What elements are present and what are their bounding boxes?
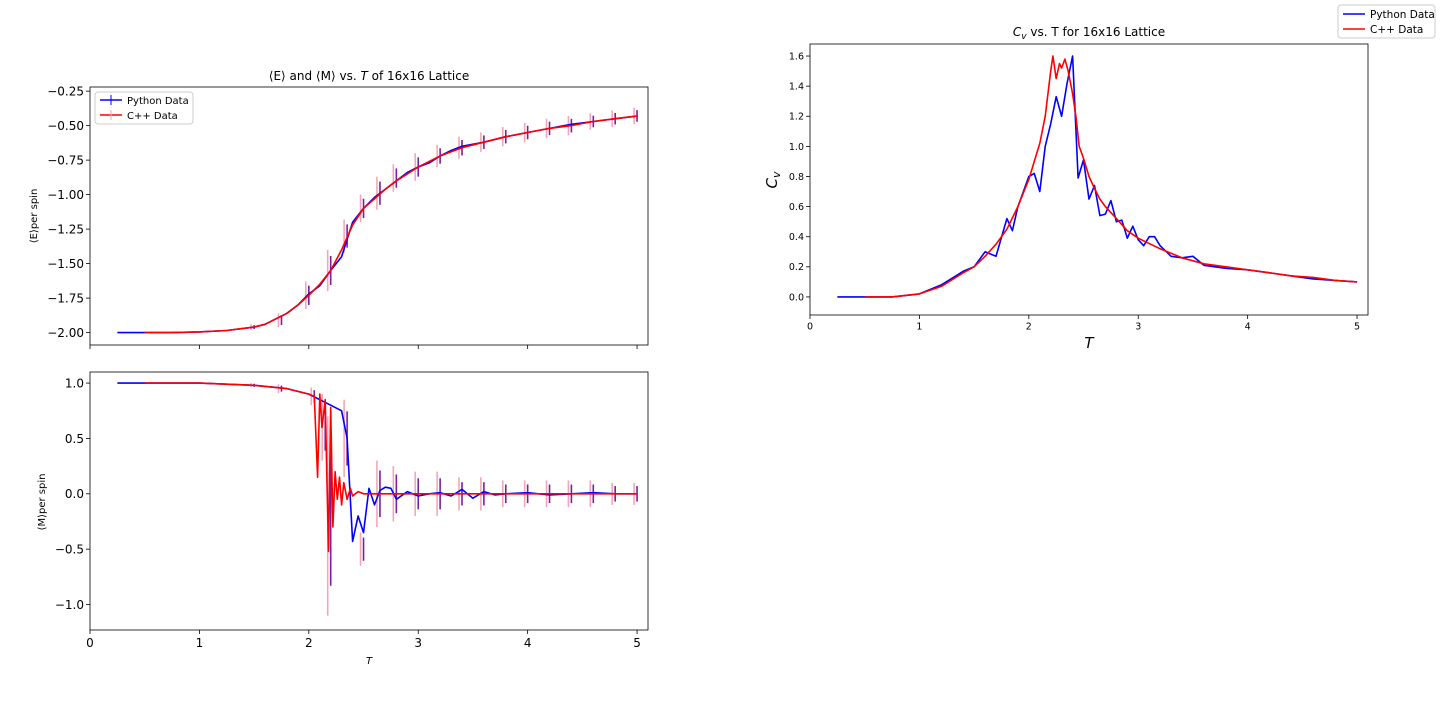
heat-capacity-title: Cv vs. T for 16x16 Lattice: [1013, 25, 1165, 42]
magnetization-panel: ⟨M⟩per spin T 0 1 2 3 4 5 −1.0 −0.5 0.0 0.5 1.0: [37, 371, 649, 667]
figure-legend-cpp-label: C++ Data: [1370, 24, 1423, 36]
energy-legend-cpp-label: C++ Data: [127, 111, 178, 122]
heat-capacity-series-cpp-line: [864, 55, 1358, 298]
heat-capacity-y-tick-label: 1.2: [789, 112, 804, 123]
energy-legend-python-label: Python Data: [127, 96, 189, 107]
magnetization-y-tick-label: −1.0: [55, 598, 84, 612]
energy-y-tick-label: −1.00: [47, 188, 84, 202]
heat-capacity-y-tick-label: 0.6: [789, 202, 804, 213]
heat-capacity-marks: [837, 55, 1358, 298]
energy-legend: Python Data C++ Data: [94, 91, 194, 125]
energy-series-python-line: [117, 115, 638, 334]
energy-axes-frame: [89, 86, 649, 346]
magnetization-plot-area: [117, 382, 638, 616]
heat-capacity-y-tick-label: 0.0: [789, 292, 804, 303]
magnetization-y-tick-label: 0.5: [65, 432, 84, 446]
magnetization-marks: [117, 382, 638, 616]
energy-y-tick-label: −1.50: [47, 257, 84, 271]
heat-capacity-y-tick-label: 0.2: [789, 262, 804, 273]
magnetization-y-tick-label: −0.5: [55, 542, 84, 556]
heat-capacity-ticks: 0 1 2 3 4 5 0.0 0.2 0.4 0.6 0.8 1.0 1.2 1.4 1.6: [789, 51, 1360, 332]
magnetization-x-tick-label: 5: [633, 636, 641, 650]
magnetization-ticks: 0 1 2 3 4 5 −1.0 −0.5 0.0 0.5 1.0: [55, 376, 641, 650]
energy-y-tick-label: −1.75: [47, 291, 84, 305]
energy-series-cpp-line: [144, 115, 638, 334]
magnetization-y-tick-label: 1.0: [65, 376, 84, 390]
heat-capacity-x-tick-label: 5: [1354, 322, 1360, 333]
heat-capacity-panel: Cv vs. T for 16x16 Lattice Cv T 0 1 2 3 4 5 0.…: [763, 25, 1369, 352]
magnetization-y-axis-label: ⟨M⟩per spin: [37, 474, 48, 531]
energy-plot-area: [117, 107, 638, 334]
figure-legend: Python Data C++ Data: [1337, 4, 1436, 39]
energy-y-tick-label: −1.25: [47, 222, 84, 236]
figure-legend-python-label: Python Data: [1370, 9, 1435, 21]
heat-capacity-x-axis-label: T: [1084, 334, 1095, 352]
magnetization-x-tick-label: 0: [86, 636, 94, 650]
magnetization-x-tick-label: 2: [305, 636, 313, 650]
magnetization-axes-frame: [89, 371, 649, 631]
heat-capacity-x-tick-label: 0: [807, 322, 813, 333]
energy-y-tick-label: −2.00: [47, 326, 84, 340]
energy-y-axis-label: ⟨E⟩per spin: [29, 189, 40, 244]
magnetization-series-cpp-line: [144, 382, 638, 553]
magnetization-x-tick-label: 1: [196, 636, 204, 650]
magnetization-x-tick-label: 3: [414, 636, 422, 650]
heat-capacity-x-tick-label: 3: [1135, 322, 1141, 333]
magnetization-x-axis-label: T: [366, 656, 373, 667]
heat-capacity-y-tick-label: 1.0: [789, 142, 804, 153]
magnetization-y-tick-label: 0.0: [65, 487, 84, 501]
heat-capacity-y-tick-label: 0.8: [789, 172, 804, 183]
energy-ticks: −2.00 −1.75 −1.50 −1.25 −1.00 −0.75 −0.50 −0.25: [47, 84, 638, 349]
energy-y-tick-label: −0.50: [47, 119, 84, 133]
heat-capacity-x-tick-label: 1: [916, 322, 922, 333]
heat-capacity-y-axis-label: Cv: [763, 171, 783, 188]
magnetization-x-tick-label: 4: [524, 636, 532, 650]
energy-y-tick-label: −0.25: [47, 84, 84, 98]
energy-marks: [117, 107, 638, 334]
heat-capacity-y-tick-label: 0.4: [789, 232, 804, 243]
heat-capacity-x-tick-label: 4: [1245, 322, 1251, 333]
energy-title: ⟨E⟩ and ⟨M⟩ vs. T of 16x16 Lattice: [269, 69, 469, 83]
heat-capacity-y-tick-label: 1.4: [789, 82, 804, 93]
heat-capacity-series-python-line: [837, 55, 1358, 298]
heat-capacity-plot-area: [837, 55, 1358, 298]
heat-capacity-y-tick-label: 1.6: [789, 51, 804, 62]
energy-y-tick-label: −0.75: [47, 153, 84, 167]
heat-capacity-x-tick-label: 2: [1026, 322, 1032, 333]
energy-panel: ⟨E⟩ and ⟨M⟩ vs. T of 16x16 Lattice ⟨E⟩pe…: [29, 69, 649, 349]
heat-capacity-axes-frame: [809, 43, 1369, 316]
